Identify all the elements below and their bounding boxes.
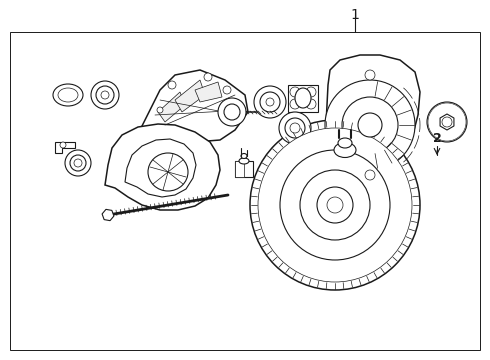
Circle shape xyxy=(342,97,398,153)
Circle shape xyxy=(74,159,82,167)
Circle shape xyxy=(224,104,240,120)
Text: 2: 2 xyxy=(433,132,441,145)
Polygon shape xyxy=(140,70,248,142)
Polygon shape xyxy=(158,92,185,122)
Circle shape xyxy=(300,170,370,240)
Circle shape xyxy=(254,86,286,118)
Circle shape xyxy=(285,118,305,138)
Circle shape xyxy=(168,81,176,89)
Circle shape xyxy=(157,107,163,113)
Polygon shape xyxy=(125,139,196,197)
Ellipse shape xyxy=(295,88,311,108)
Polygon shape xyxy=(195,82,222,102)
Circle shape xyxy=(327,197,343,213)
Text: 1: 1 xyxy=(350,8,360,22)
Circle shape xyxy=(279,112,311,144)
Circle shape xyxy=(430,105,464,139)
Polygon shape xyxy=(326,55,420,162)
Circle shape xyxy=(365,70,375,80)
Circle shape xyxy=(442,117,452,127)
Circle shape xyxy=(428,103,466,141)
Circle shape xyxy=(325,80,415,170)
Circle shape xyxy=(427,102,467,142)
Bar xyxy=(235,161,253,177)
Circle shape xyxy=(358,113,382,137)
Circle shape xyxy=(258,128,412,282)
Ellipse shape xyxy=(239,158,249,164)
Circle shape xyxy=(365,170,375,180)
Circle shape xyxy=(290,99,300,109)
Circle shape xyxy=(70,155,86,171)
Circle shape xyxy=(96,86,114,104)
Ellipse shape xyxy=(53,84,83,106)
Bar xyxy=(10,32,480,350)
Circle shape xyxy=(204,73,212,81)
Polygon shape xyxy=(175,80,205,112)
Circle shape xyxy=(290,87,300,97)
Circle shape xyxy=(101,91,109,99)
Circle shape xyxy=(91,81,119,109)
Polygon shape xyxy=(55,142,75,153)
Polygon shape xyxy=(102,210,114,221)
Polygon shape xyxy=(105,124,220,210)
Ellipse shape xyxy=(334,143,356,158)
Circle shape xyxy=(65,150,91,176)
Circle shape xyxy=(280,150,390,260)
Circle shape xyxy=(250,120,420,290)
Circle shape xyxy=(290,123,300,133)
Bar xyxy=(235,161,244,177)
Circle shape xyxy=(317,187,353,223)
Ellipse shape xyxy=(58,88,78,102)
Polygon shape xyxy=(440,114,454,130)
Circle shape xyxy=(306,99,316,109)
Circle shape xyxy=(223,86,231,94)
Circle shape xyxy=(218,98,246,126)
Circle shape xyxy=(266,98,274,106)
Circle shape xyxy=(432,107,462,137)
Ellipse shape xyxy=(241,153,247,158)
Circle shape xyxy=(306,87,316,97)
Ellipse shape xyxy=(338,138,352,148)
Circle shape xyxy=(60,142,66,148)
Circle shape xyxy=(434,109,460,135)
Ellipse shape xyxy=(148,153,188,191)
Polygon shape xyxy=(288,85,318,112)
Circle shape xyxy=(260,92,280,112)
